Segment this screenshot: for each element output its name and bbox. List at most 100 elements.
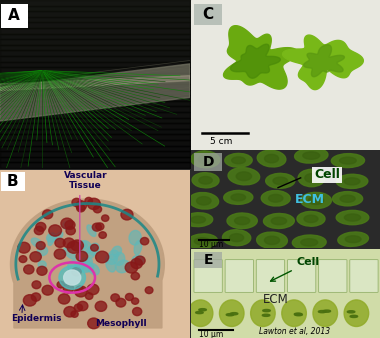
Ellipse shape xyxy=(82,262,94,271)
Circle shape xyxy=(140,238,149,245)
Circle shape xyxy=(87,198,100,210)
Circle shape xyxy=(59,266,86,289)
Circle shape xyxy=(42,285,53,295)
Text: E: E xyxy=(203,252,213,267)
Ellipse shape xyxy=(261,191,290,206)
Ellipse shape xyxy=(266,173,295,188)
Ellipse shape xyxy=(294,148,328,163)
Ellipse shape xyxy=(79,241,87,249)
Ellipse shape xyxy=(192,173,219,188)
Circle shape xyxy=(64,270,81,285)
Polygon shape xyxy=(11,199,164,328)
Ellipse shape xyxy=(282,300,306,327)
Ellipse shape xyxy=(264,154,279,163)
Circle shape xyxy=(36,222,46,231)
Circle shape xyxy=(65,220,75,230)
Ellipse shape xyxy=(184,213,213,227)
Ellipse shape xyxy=(231,194,245,201)
Circle shape xyxy=(93,206,101,213)
Text: 10 μm: 10 μm xyxy=(199,240,223,249)
Ellipse shape xyxy=(48,233,55,245)
Circle shape xyxy=(74,304,82,311)
Circle shape xyxy=(55,238,65,247)
Ellipse shape xyxy=(106,259,116,272)
Ellipse shape xyxy=(116,260,130,273)
Circle shape xyxy=(61,218,73,229)
Polygon shape xyxy=(231,44,280,78)
Ellipse shape xyxy=(251,300,275,327)
Text: 5 cm: 5 cm xyxy=(210,137,233,146)
Circle shape xyxy=(76,201,87,210)
Circle shape xyxy=(63,284,74,293)
Ellipse shape xyxy=(338,232,369,246)
Ellipse shape xyxy=(134,241,142,255)
Circle shape xyxy=(59,294,70,304)
Circle shape xyxy=(71,240,84,251)
Ellipse shape xyxy=(225,153,252,167)
Ellipse shape xyxy=(297,212,325,226)
Ellipse shape xyxy=(236,172,252,180)
Ellipse shape xyxy=(82,258,90,265)
Text: ECM: ECM xyxy=(263,292,289,306)
Circle shape xyxy=(18,242,30,253)
Ellipse shape xyxy=(318,311,326,313)
FancyBboxPatch shape xyxy=(194,260,222,292)
Ellipse shape xyxy=(264,236,280,244)
Circle shape xyxy=(85,197,92,204)
FancyBboxPatch shape xyxy=(194,4,222,25)
Circle shape xyxy=(131,298,139,304)
Circle shape xyxy=(125,293,133,300)
Ellipse shape xyxy=(304,215,318,222)
Ellipse shape xyxy=(83,266,93,272)
Ellipse shape xyxy=(38,261,46,268)
Ellipse shape xyxy=(340,195,355,202)
Circle shape xyxy=(99,232,106,238)
Ellipse shape xyxy=(220,300,244,327)
Ellipse shape xyxy=(256,232,287,248)
Ellipse shape xyxy=(336,210,369,225)
Circle shape xyxy=(31,293,41,301)
Ellipse shape xyxy=(295,314,302,316)
Circle shape xyxy=(91,244,98,251)
Ellipse shape xyxy=(198,155,212,164)
Ellipse shape xyxy=(37,246,48,256)
Circle shape xyxy=(49,225,62,236)
Ellipse shape xyxy=(344,178,360,185)
Polygon shape xyxy=(283,35,363,90)
Circle shape xyxy=(88,318,100,329)
Circle shape xyxy=(96,223,104,230)
Circle shape xyxy=(67,241,81,253)
Circle shape xyxy=(24,265,34,274)
Text: Cell: Cell xyxy=(271,257,320,281)
FancyBboxPatch shape xyxy=(287,260,316,292)
Circle shape xyxy=(64,307,76,317)
Ellipse shape xyxy=(106,254,117,264)
Circle shape xyxy=(71,311,78,317)
FancyBboxPatch shape xyxy=(350,260,378,292)
Ellipse shape xyxy=(228,168,260,185)
Circle shape xyxy=(54,249,66,259)
Ellipse shape xyxy=(64,248,76,259)
Ellipse shape xyxy=(31,238,42,247)
Ellipse shape xyxy=(323,310,331,312)
Ellipse shape xyxy=(313,300,337,327)
Circle shape xyxy=(23,295,36,306)
FancyBboxPatch shape xyxy=(1,172,25,191)
Text: Mesophyll: Mesophyll xyxy=(95,319,147,328)
Ellipse shape xyxy=(191,216,206,223)
Circle shape xyxy=(32,281,41,289)
Circle shape xyxy=(76,286,83,292)
Text: Epidermis: Epidermis xyxy=(11,314,62,323)
Ellipse shape xyxy=(303,152,320,159)
Ellipse shape xyxy=(194,238,210,245)
Circle shape xyxy=(66,226,75,235)
Ellipse shape xyxy=(262,314,270,316)
Text: B: B xyxy=(7,174,19,189)
Ellipse shape xyxy=(331,154,364,168)
Circle shape xyxy=(37,266,47,275)
Ellipse shape xyxy=(292,235,326,250)
Ellipse shape xyxy=(187,234,217,249)
Ellipse shape xyxy=(199,176,212,184)
Text: 10 μm: 10 μm xyxy=(199,330,223,338)
Polygon shape xyxy=(0,76,190,91)
